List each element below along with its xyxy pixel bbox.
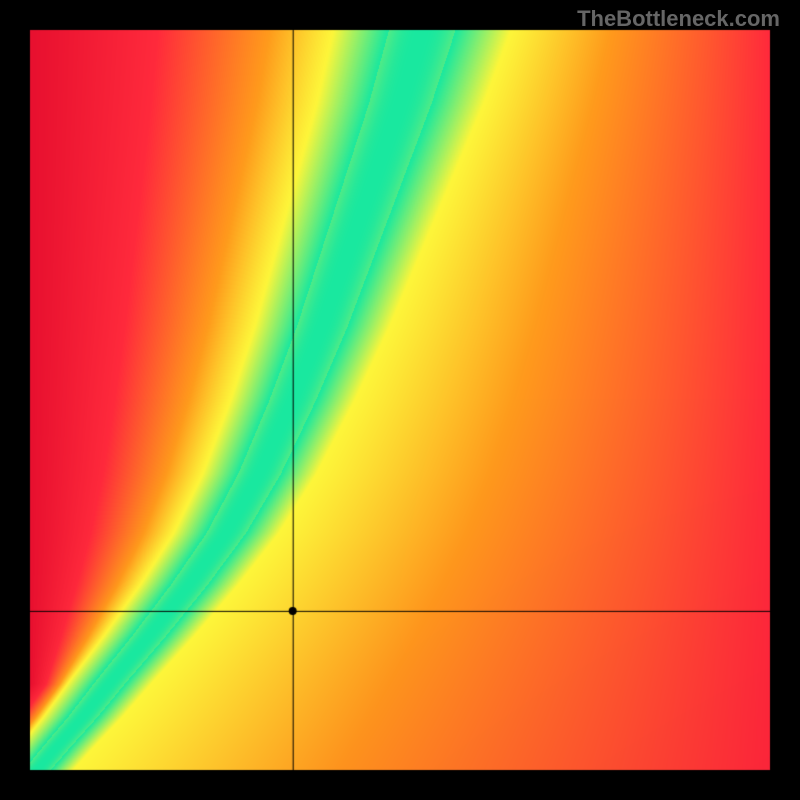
- chart-container: TheBottleneck.com: [0, 0, 800, 800]
- bottleneck-heatmap-canvas: [0, 0, 800, 800]
- watermark-text: TheBottleneck.com: [577, 6, 780, 32]
